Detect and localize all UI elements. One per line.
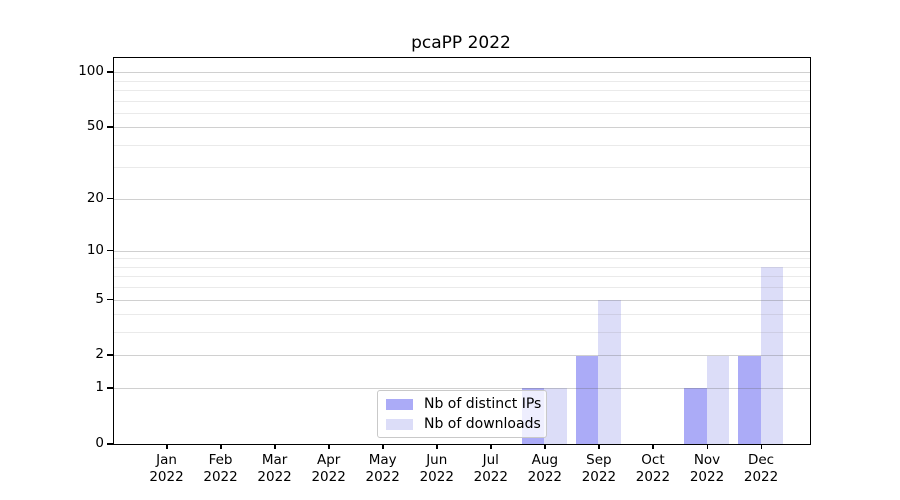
x-tick-label-sep: Sep 2022	[581, 452, 617, 485]
gridline-minor-40	[114, 145, 810, 146]
x-tick-label-mar: Mar 2022	[257, 452, 292, 485]
y-tick-label-50: 50	[86, 118, 104, 135]
gridline-minor-7	[114, 276, 810, 277]
gridline-minor-60	[114, 113, 810, 114]
y-tick-label-1: 1	[95, 379, 104, 396]
bar-distinct-ips-dec	[738, 355, 761, 444]
gridline-minor-9	[114, 258, 810, 259]
y-tick-label-5: 5	[95, 290, 104, 307]
x-tick-mark-oct	[652, 444, 654, 449]
gridline-major-10	[114, 251, 810, 252]
gridline-major-1	[114, 388, 810, 389]
y-tick-mark-10	[107, 249, 113, 252]
x-tick-mark-feb	[220, 444, 222, 449]
bar-downloads-sep	[598, 299, 621, 444]
gridline-major-100	[114, 72, 810, 73]
x-tick-mark-may	[382, 444, 384, 449]
x-tick-label-oct: Oct 2022	[635, 452, 671, 485]
x-tick-mark-dec	[760, 444, 763, 449]
x-tick-mark-jan	[166, 444, 168, 449]
gridline-minor-90	[114, 81, 810, 82]
gridline-minor-6	[114, 287, 810, 288]
y-tick-mark-2	[107, 354, 113, 356]
x-tick-mark-sep	[598, 444, 600, 449]
y-tick-mark-0	[107, 443, 113, 445]
gridline-minor-4	[114, 314, 810, 315]
y-tick-label-10: 10	[86, 241, 104, 258]
x-tick-label-jun: Jun 2022	[419, 452, 454, 485]
gridline-major-5	[114, 300, 810, 301]
x-tick-label-jan: Jan 2022	[149, 452, 184, 485]
x-tick-label-apr: Apr 2022	[311, 452, 346, 485]
y-tick-mark-50	[107, 126, 113, 128]
y-tick-mark-5	[107, 298, 113, 301]
x-tick-label-feb: Feb 2022	[203, 452, 238, 485]
legend-item-downloads: Nb of downloads	[386, 414, 541, 434]
x-tick-label-dec: Dec 2022	[743, 452, 779, 485]
gridline-minor-3	[114, 332, 810, 333]
bar-downloads-aug	[544, 388, 567, 444]
x-tick-mark-nov	[706, 444, 708, 449]
bar-downloads-dec	[760, 267, 784, 444]
gridline-minor-70	[114, 101, 810, 102]
gridline-minor-8	[114, 267, 810, 268]
x-tick-mark-mar	[274, 444, 276, 449]
x-tick-mark-jun	[436, 444, 438, 449]
x-tick-label-nov: Nov 2022	[689, 452, 725, 485]
bar-distinct-ips-nov	[684, 388, 707, 444]
plot-area	[113, 57, 811, 445]
y-tick-label-100: 100	[78, 63, 104, 80]
legend-label-downloads: Nb of downloads	[424, 416, 541, 432]
legend-swatch-downloads	[386, 418, 413, 430]
y-tick-label-2: 2	[95, 346, 104, 363]
x-tick-label-jul: Jul 2022	[473, 452, 508, 485]
gridline-major-20	[114, 199, 810, 200]
y-tick-label-0: 0	[95, 435, 104, 451]
y-tick-mark-20	[107, 197, 113, 200]
x-tick-label-may: May 2022	[365, 452, 400, 485]
y-tick-mark-100	[107, 71, 113, 73]
bar-downloads-nov	[706, 355, 729, 444]
gridline-minor-30	[114, 167, 810, 168]
x-tick-mark-jul	[490, 444, 492, 449]
legend: Nb of distinct IPs Nb of downloads	[377, 390, 547, 438]
bar-distinct-ips-sep	[575, 355, 599, 444]
x-tick-mark-apr	[328, 444, 330, 449]
y-tick-label-20: 20	[86, 189, 104, 206]
y-tick-mark-1	[107, 387, 113, 389]
legend-label-distinct-ips: Nb of distinct IPs	[424, 396, 542, 412]
gridline-major-2	[114, 355, 810, 356]
gridline-major-50	[114, 127, 810, 128]
legend-swatch-distinct-ips	[386, 398, 413, 410]
x-tick-mark-aug	[544, 444, 546, 449]
gridline-minor-80	[114, 90, 810, 91]
legend-item-distinct-ips: Nb of distinct IPs	[386, 394, 542, 414]
x-tick-label-aug: Aug 2022	[527, 452, 563, 485]
chart-title: pcaPP 2022	[411, 33, 511, 53]
